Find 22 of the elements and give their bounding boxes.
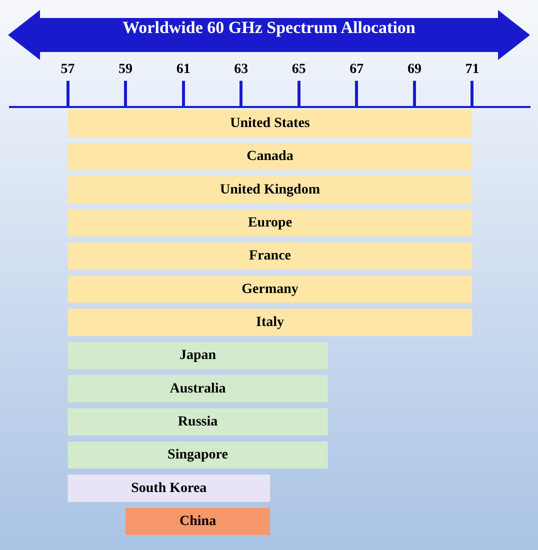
y-tick-label: Singapore: [168, 448, 228, 463]
y-tick-label: South Korea: [131, 480, 207, 496]
x-tick-label: 71: [465, 62, 480, 78]
x-tick-label: 59: [118, 62, 133, 78]
y-tick-label: Russia: [178, 414, 218, 430]
y-tick-label: Japan: [179, 348, 216, 364]
x-tick-label: 61: [176, 62, 190, 78]
x-tick-label: 57: [60, 62, 75, 78]
x-tick-label: 69: [407, 62, 422, 78]
y-tick-label: United Kingdom: [220, 182, 320, 198]
x-tick-label: 63: [234, 62, 248, 78]
chart-title: Worldwide 60 GHz Spectrum Allocation: [122, 18, 416, 38]
y-tick-label: Europe: [248, 216, 292, 230]
y-tick-label: Italy: [256, 315, 284, 330]
y-tick-label: Australia: [170, 381, 226, 396]
y-tick-label: Canada: [246, 149, 294, 164]
y-tick-label: United States: [230, 116, 310, 131]
x-tick-label: 65: [292, 62, 306, 78]
y-tick-label: Germany: [242, 282, 298, 297]
x-tick-label: 67: [350, 62, 364, 78]
y-tick-label: France: [249, 248, 291, 264]
y-tick-label: China: [179, 514, 216, 530]
